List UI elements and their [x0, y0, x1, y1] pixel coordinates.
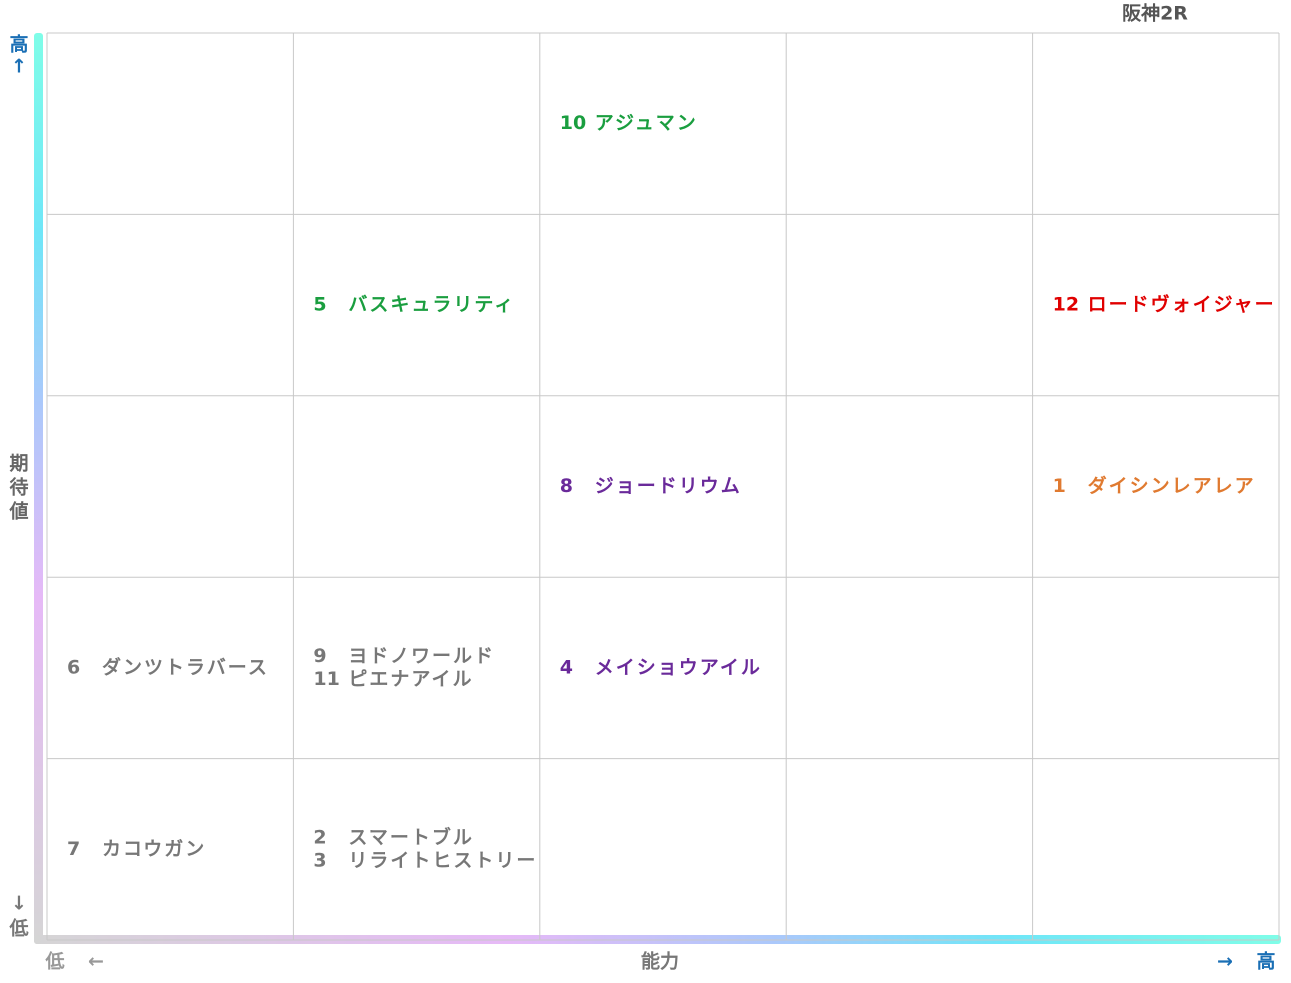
- horse-name: ロードヴォイジャー: [1088, 293, 1276, 316]
- horse-name: ジョードリウム: [595, 475, 742, 497]
- x-low-arrow: ←: [88, 951, 104, 973]
- x-low: 低: [44, 950, 64, 973]
- horse-name: バスキュラリティ: [348, 294, 515, 316]
- horse-number: 7: [67, 838, 80, 860]
- x-high: 高: [1256, 950, 1275, 973]
- horse-name: ヨドノワールド: [348, 645, 495, 667]
- horse-number: 12: [1053, 294, 1079, 316]
- y-label: 値: [8, 501, 28, 523]
- horse-number: 4: [560, 656, 573, 678]
- horse-number: 11: [313, 668, 339, 690]
- y-low-arrow: ↓: [11, 893, 27, 915]
- horse-number: 8: [560, 475, 573, 497]
- y-label: 期: [9, 453, 28, 475]
- horse-number: 9: [313, 645, 326, 667]
- horse-name: メイショウアイル: [595, 656, 762, 678]
- horse-name: スマートブル: [348, 825, 473, 848]
- y-high: 高: [9, 33, 28, 56]
- x-label: 能力: [641, 950, 679, 973]
- horse-name: カコウガン: [102, 838, 206, 860]
- horse-number: 3: [313, 849, 326, 871]
- horse-name: リライトヒストリー: [348, 849, 537, 871]
- title: 阪神2R: [1122, 2, 1188, 25]
- horse-number: 5: [313, 294, 326, 316]
- horse-number: 2: [313, 826, 326, 848]
- horse-name: アジュマン: [595, 112, 698, 134]
- horse-number: 6: [67, 656, 80, 678]
- horse-name: ダンツトラバース: [102, 655, 269, 678]
- horse-number: 10: [560, 112, 586, 134]
- horse-name: ピエナアイル: [348, 668, 473, 690]
- y-axis-bar: [34, 33, 43, 944]
- y-label: 待: [9, 476, 28, 499]
- x-high-arrow: →: [1217, 951, 1233, 973]
- horse-name: ダイシンレアレア: [1088, 474, 1256, 497]
- horse-number: 1: [1053, 475, 1066, 497]
- y-high-arrow: ↑: [11, 56, 27, 78]
- y-low: 低: [8, 917, 28, 940]
